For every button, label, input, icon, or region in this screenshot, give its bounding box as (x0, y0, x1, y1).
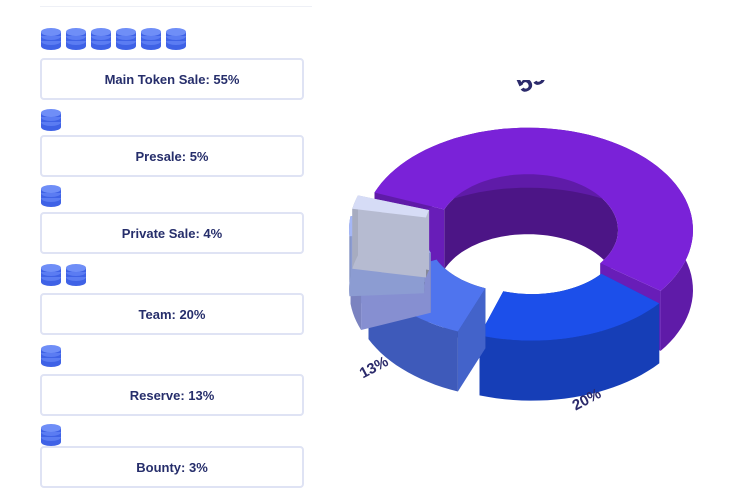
coin-stack-icon (40, 108, 62, 132)
coin-stack-icon (40, 263, 62, 287)
coin-stack-icon (40, 27, 62, 51)
donut-slice-bounty (352, 195, 430, 278)
coin-stack-icons-private-sale (40, 184, 62, 208)
coin-stack-icon (40, 184, 62, 208)
coin-stack-icon (115, 27, 137, 51)
coin-stack-icons-bounty (40, 423, 62, 447)
legend-label: Private Sale: 4% (121, 225, 223, 241)
legend-item-presale: Presale: 5% (40, 135, 304, 177)
coin-stack-icons-main-token-sale (40, 27, 187, 51)
coin-stack-icon (90, 27, 112, 51)
coin-stack-icons-team (40, 263, 87, 287)
legend-item-private-sale: Private Sale: 4% (40, 212, 304, 254)
coin-stack-icon (65, 27, 87, 51)
legend-item-reserve: Reserve: 13% (40, 374, 304, 416)
coin-stack-icons-presale (40, 108, 62, 132)
legend-label: Main Token Sale: 55% (104, 71, 240, 87)
allocation-legend: Main Token Sale: 55% Presale: 5% Private… (0, 0, 320, 501)
coin-stack-icon (65, 263, 87, 287)
legend-label: Team: 20% (138, 306, 206, 322)
token-allocation-donut-chart: 55%20%13%5%4%3% (349, 80, 693, 414)
coin-stack-icon (40, 423, 62, 447)
legend-label: Bounty: 3% (136, 459, 208, 475)
legend-item-bounty: Bounty: 3% (40, 446, 304, 488)
legend-item-main-token-sale: Main Token Sale: 55% (40, 58, 304, 100)
legend-label: Presale: 5% (135, 148, 209, 164)
legend-label: Reserve: 13% (129, 387, 215, 403)
coin-stack-icon (40, 344, 62, 368)
donut-slice-team (479, 273, 660, 401)
top-divider (40, 6, 312, 7)
coin-stack-icons-reserve (40, 344, 62, 368)
data-label-main-token-sale: 55% (511, 80, 571, 99)
coin-stack-icon (140, 27, 162, 51)
legend-item-team: Team: 20% (40, 293, 304, 335)
coin-stack-icon (165, 27, 187, 51)
